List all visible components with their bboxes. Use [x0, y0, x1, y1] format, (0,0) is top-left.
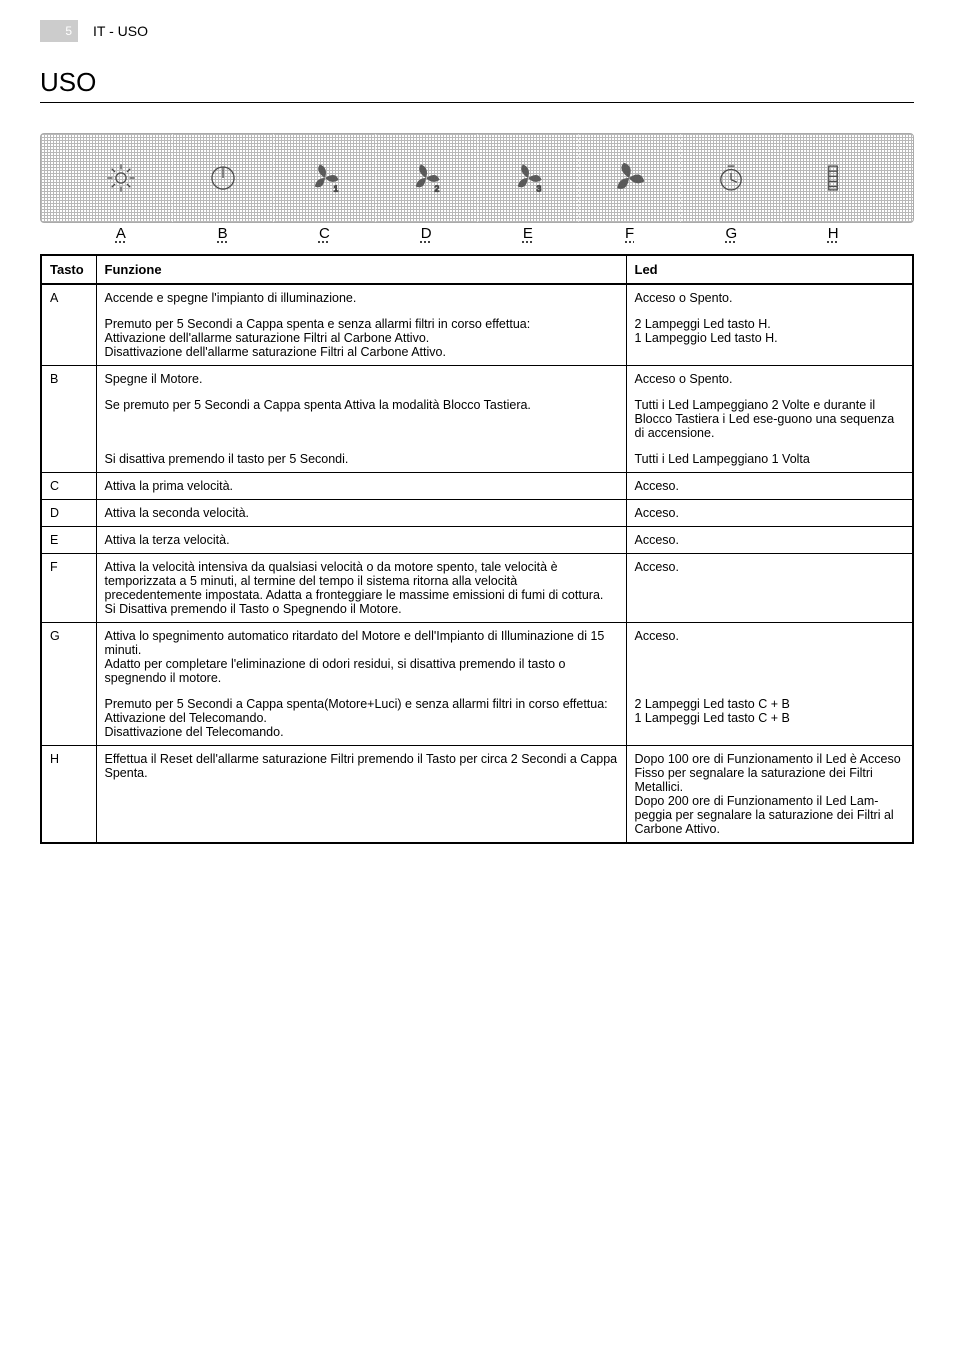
table-row: CAttiva la prima velocità.Acceso. [41, 473, 913, 500]
letter-d: D [375, 225, 477, 242]
tasto-cell: H [41, 746, 96, 844]
control-icon-bar: 1 2 3 [40, 133, 914, 223]
fan2-icon: 2 [409, 161, 443, 195]
led-cell: Acceso. [626, 623, 913, 692]
led-cell: 2 Lampeggi Led tasto H.1 Lampeggio Led t… [626, 311, 913, 366]
power-icon [206, 161, 240, 195]
page-number: 5 [40, 20, 78, 42]
function-table: Tasto Funzione Led AAccende e spegne l'i… [40, 254, 914, 844]
table-row: FAttiva la velocità intensiva da qualsia… [41, 554, 913, 623]
tasto-cell: C [41, 473, 96, 500]
funzione-cell: Se premuto per 5 Secondi a Cappa spenta … [96, 392, 626, 446]
icon-cell-timer [680, 134, 782, 222]
letter-h: H [782, 225, 884, 242]
table-row: DAttiva la seconda velocità.Acceso. [41, 500, 913, 527]
col-header-led: Led [626, 255, 913, 284]
table-row: Si disattiva premendo il tasto per 5 Sec… [41, 446, 913, 473]
table-row: Premuto per 5 Secondi a Cappa spenta e s… [41, 311, 913, 366]
light-icon [104, 161, 138, 195]
table-row: EAttiva la terza velocità.Acceso. [41, 527, 913, 554]
svg-text:1: 1 [333, 184, 338, 194]
table-row: AAccende e spegne l'impianto di illumina… [41, 284, 913, 311]
icon-cell-fan-intense [578, 134, 680, 222]
led-cell: Acceso. [626, 473, 913, 500]
led-cell: Acceso o Spento. [626, 284, 913, 311]
led-cell: Acceso. [626, 527, 913, 554]
icon-cell-light [71, 134, 172, 222]
section-label: IT - USO [93, 23, 148, 39]
tasto-cell: B [41, 366, 96, 473]
led-cell: Tutti i Led Lampeggiano 2 Volte e durant… [626, 392, 913, 446]
funzione-cell: Attiva la velocità intensiva da qualsias… [96, 554, 626, 623]
table-row: GAttiva lo spegnimento automatico ritard… [41, 623, 913, 692]
funzione-cell: Attiva la seconda velocità. [96, 500, 626, 527]
funzione-cell: Attiva la terza velocità. [96, 527, 626, 554]
icon-letter-row: A B C D E F G H [40, 225, 914, 242]
col-header-funzione: Funzione [96, 255, 626, 284]
fan-intense-icon [612, 161, 646, 195]
table-row: Premuto per 5 Secondi a Cappa spenta(Mot… [41, 691, 913, 746]
funzione-cell: Spegne il Motore. [96, 366, 626, 393]
funzione-cell: Premuto per 5 Secondi a Cappa spenta e s… [96, 311, 626, 366]
letter-b: B [172, 225, 274, 242]
tasto-cell: A [41, 284, 96, 366]
table-body: AAccende e spegne l'impianto di illumina… [41, 284, 913, 843]
letter-g: G [681, 225, 783, 242]
funzione-cell: Accende e spegne l'impianto di illuminaz… [96, 284, 626, 311]
funzione-cell: Effettua il Reset dell'allarme saturazio… [96, 746, 626, 844]
icon-cell-power [172, 134, 274, 222]
led-cell: Dopo 100 ore di Funzionamento il Led è A… [626, 746, 913, 844]
icon-cell-fan1: 1 [273, 134, 375, 222]
letter-f: F [579, 225, 681, 242]
svg-text:2: 2 [435, 184, 440, 194]
letter-a: A [70, 225, 172, 242]
fan1-icon: 1 [308, 161, 342, 195]
tasto-cell: F [41, 554, 96, 623]
table-row: BSpegne il Motore.Acceso o Spento. [41, 366, 913, 393]
led-cell: Acceso. [626, 500, 913, 527]
icon-cell-fan2: 2 [375, 134, 477, 222]
letter-c: C [274, 225, 376, 242]
funzione-cell: Premuto per 5 Secondi a Cappa spenta(Mot… [96, 691, 626, 746]
led-cell: 2 Lampeggi Led tasto C + B1 Lampeggi Led… [626, 691, 913, 746]
letter-e: E [477, 225, 579, 242]
page-title: USO [40, 67, 914, 103]
tasto-cell: G [41, 623, 96, 746]
funzione-cell: Attiva lo spegnimento automatico ritarda… [96, 623, 626, 692]
header-bar: 5 IT - USO [40, 20, 914, 42]
fan3-icon: 3 [511, 161, 545, 195]
icon-cell-filter [781, 134, 883, 222]
svg-text:3: 3 [536, 184, 541, 194]
table-row: Se premuto per 5 Secondi a Cappa spenta … [41, 392, 913, 446]
timer-icon [714, 161, 748, 195]
tasto-cell: E [41, 527, 96, 554]
col-header-tasto: Tasto [41, 255, 96, 284]
led-cell: Acceso. [626, 554, 913, 623]
funzione-cell: Attiva la prima velocità. [96, 473, 626, 500]
led-cell: Acceso o Spento. [626, 366, 913, 393]
tasto-cell: D [41, 500, 96, 527]
led-cell: Tutti i Led Lampeggiano 1 Volta [626, 446, 913, 473]
filter-icon [816, 161, 850, 195]
funzione-cell: Si disattiva premendo il tasto per 5 Sec… [96, 446, 626, 473]
icon-cell-fan3: 3 [477, 134, 579, 222]
table-row: HEffettua il Reset dell'allarme saturazi… [41, 746, 913, 844]
